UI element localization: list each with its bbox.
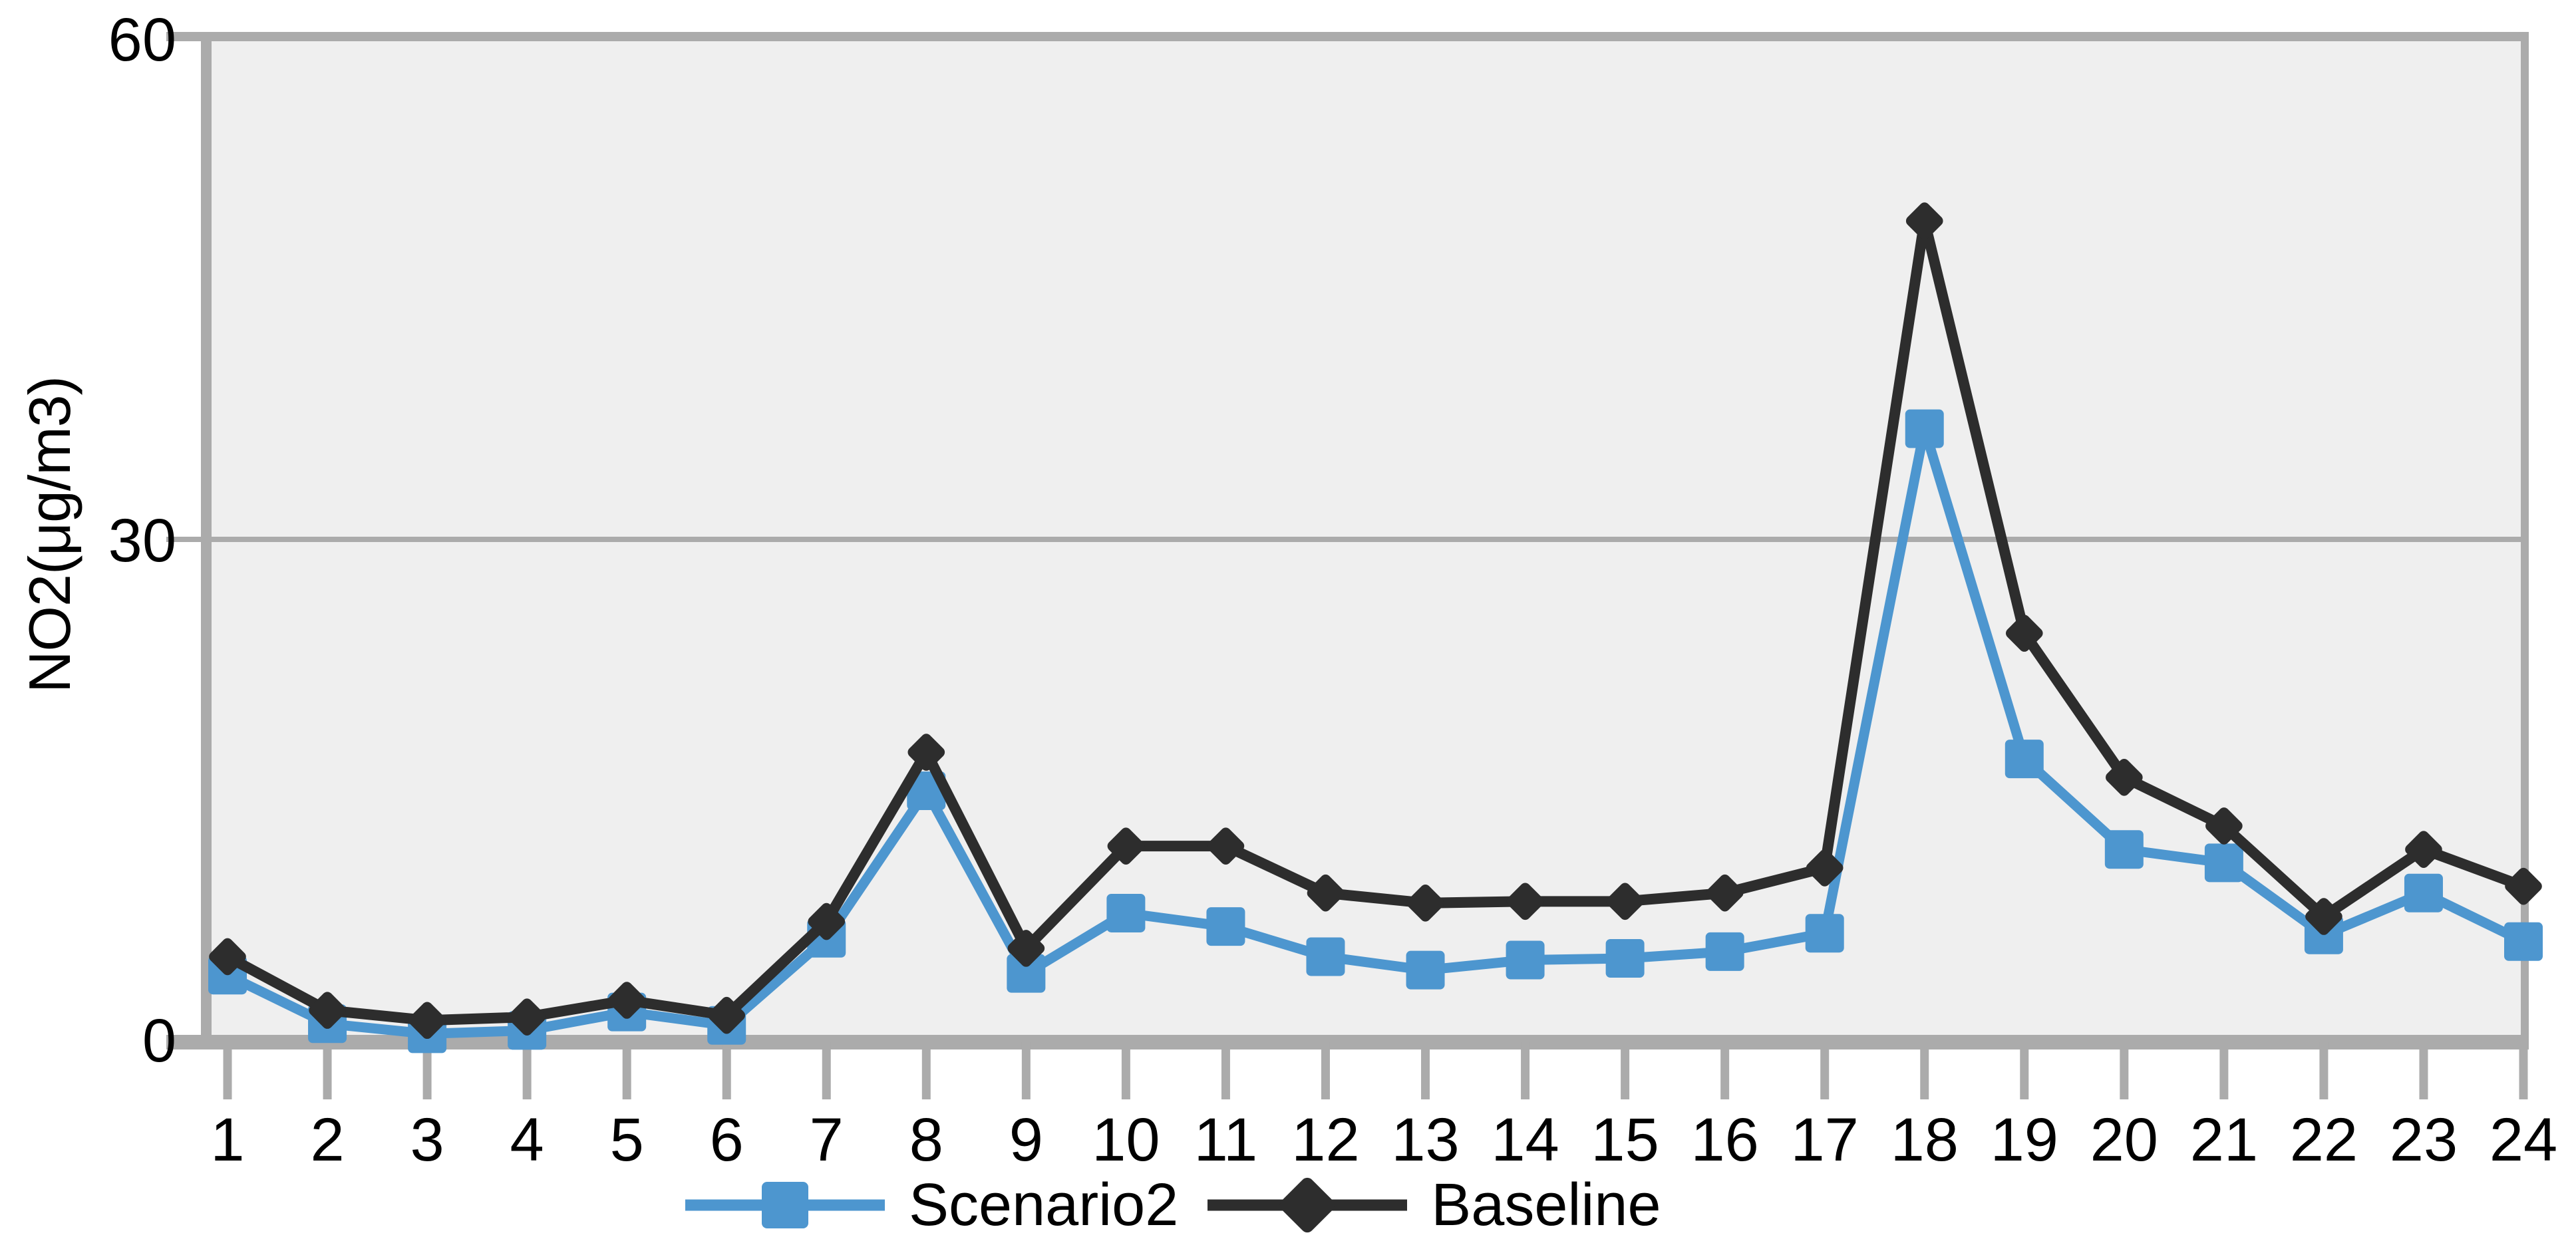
x-tick-label: 15 [1591, 1106, 1659, 1174]
series-baseline-marker [408, 1002, 446, 1040]
series-baseline-marker [508, 998, 546, 1036]
series-scenario2-marker [1306, 937, 1345, 976]
series-baseline-marker [907, 734, 945, 771]
x-tick-label: 18 [1891, 1106, 1959, 1174]
x-tick-label: 7 [810, 1106, 844, 1174]
y-tick-label: 0 [142, 1007, 176, 1075]
series-baseline-marker [1806, 849, 1844, 887]
series-baseline-marker [708, 996, 746, 1034]
x-tick-label: 23 [2390, 1106, 2458, 1174]
series-baseline-marker [1107, 827, 1145, 865]
series-baseline-marker [2106, 759, 2143, 796]
x-tick-label: 11 [1194, 1106, 1258, 1174]
series-baseline-marker [808, 903, 846, 940]
series-baseline-marker [1007, 930, 1045, 967]
legend: Scenario2 Baseline [685, 1165, 1661, 1245]
x-tick-label: 4 [510, 1106, 544, 1174]
x-tick-label: 16 [1690, 1106, 1758, 1174]
y-tick-label: 60 [108, 6, 176, 74]
series-baseline-marker [1307, 874, 1345, 912]
series-scenario2-marker [2204, 843, 2243, 883]
x-tick-label: 21 [2190, 1106, 2258, 1174]
legend-label: Baseline [1431, 1171, 1661, 1238]
x-tick-label: 2 [310, 1106, 344, 1174]
x-tick-label: 13 [1391, 1106, 1459, 1174]
series-scenario2-marker [1905, 409, 1944, 448]
x-tick-label: 20 [2090, 1106, 2158, 1174]
series-scenario2-marker [2504, 922, 2543, 961]
x-tick-label: 8 [909, 1106, 943, 1174]
y-axis-title: NO2(μg/m3) [17, 376, 82, 693]
series-baseline-marker [1207, 827, 1245, 865]
legend-diamond-icon [1208, 1169, 1408, 1242]
series-scenario2-marker [1506, 940, 1545, 980]
x-tick-label: 5 [610, 1106, 644, 1174]
series-scenario2-marker [1206, 907, 1245, 946]
series-baseline-marker [608, 982, 645, 1019]
x-tick-label: 14 [1491, 1106, 1559, 1174]
legend-label: Scenario2 [909, 1171, 1179, 1238]
x-tick-label: 6 [710, 1106, 744, 1174]
series-scenario2-marker [1406, 950, 1445, 990]
series-scenario2-marker [2404, 873, 2443, 912]
legend-item-baseline: Baseline [1208, 1169, 1661, 1242]
x-tick-label: 9 [1009, 1106, 1043, 1174]
x-tick-label: 12 [1291, 1106, 1359, 1174]
x-tick-label: 22 [2290, 1106, 2358, 1174]
series-baseline-marker [1606, 883, 1644, 920]
series-scenario2-marker [2005, 740, 2044, 779]
series-scenario2-marker [1705, 932, 1744, 971]
series-baseline-marker [2305, 898, 2342, 935]
series-baseline-marker [309, 992, 346, 1029]
legend-item-scenario2: Scenario2 [685, 1169, 1178, 1242]
series-scenario2-marker [1805, 914, 1844, 953]
series-scenario2-marker [1106, 893, 1146, 932]
x-tick-label: 1 [210, 1106, 244, 1174]
series-scenario2-marker [1605, 939, 1645, 978]
series-scenario2-marker [1007, 954, 1046, 993]
series-baseline-marker [2005, 615, 2043, 652]
series-baseline-marker [1406, 885, 1444, 922]
x-tick-label: 17 [1791, 1106, 1859, 1174]
series-baseline-marker [1905, 202, 1943, 239]
series-baseline-marker [2205, 807, 2243, 845]
series-baseline-marker [1506, 883, 1544, 920]
x-tick-label: 3 [410, 1106, 444, 1174]
series-baseline-marker [1706, 874, 1744, 912]
x-tick-label: 10 [1092, 1106, 1160, 1174]
series-baseline-marker [2505, 867, 2542, 905]
x-tick-label: 24 [2490, 1106, 2557, 1174]
y-tick-label: 30 [108, 507, 176, 575]
legend-square-icon [685, 1169, 885, 1242]
series-baseline-marker [2405, 831, 2442, 868]
x-tick-label: 19 [1991, 1106, 2058, 1174]
series-baseline-marker [209, 938, 246, 976]
series-scenario2-marker [2104, 830, 2144, 869]
